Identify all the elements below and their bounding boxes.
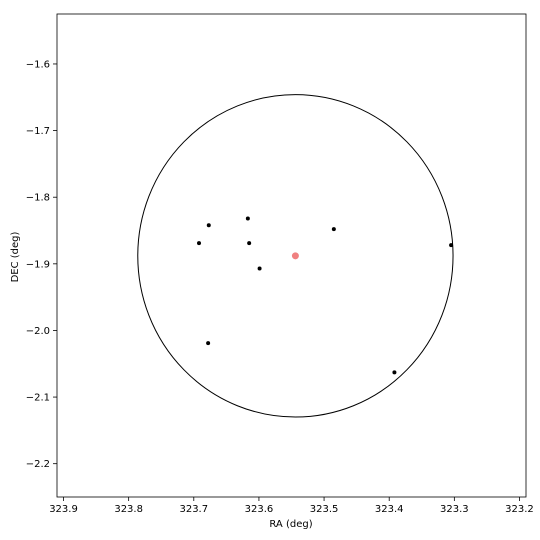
- x-tick-label: 323.4: [375, 504, 404, 515]
- data-point: [331, 227, 336, 232]
- x-axis-label: RA (deg): [269, 519, 312, 530]
- x-tick-label: 323.9: [49, 504, 78, 515]
- y-axis-label: DEC (deg): [10, 231, 21, 282]
- y-tick-label: −1.8: [26, 193, 50, 204]
- x-tick-label: 323.6: [245, 504, 274, 515]
- data-point: [392, 370, 397, 375]
- x-tick-label: 323.7: [179, 504, 208, 515]
- plot-frame: [56, 13, 527, 498]
- data-point: [206, 341, 211, 346]
- data-point: [245, 216, 250, 221]
- data-point: [206, 223, 211, 228]
- y-tick-label: −2.1: [26, 393, 50, 404]
- axis-layer: 323.9 323.8 323.7 323.6 323.5 323.4 323.3 323.2…: [26, 13, 534, 515]
- x-tick-label: 323.5: [310, 504, 339, 515]
- y-tick-label: −2.0: [26, 326, 50, 337]
- y-tick-label: −2.2: [26, 459, 50, 470]
- data-point: [449, 243, 454, 248]
- x-tick-label: 323.3: [440, 504, 469, 515]
- data-point: [257, 266, 262, 271]
- center-marker: [291, 252, 299, 260]
- x-tick-label: 323.8: [114, 504, 143, 515]
- search-radius-circle: [137, 94, 454, 418]
- y-tick-label: −1.9: [26, 259, 50, 270]
- data-point: [247, 241, 252, 246]
- x-tick-label: 323.2: [505, 504, 534, 515]
- y-tick-label: −1.6: [26, 59, 50, 70]
- y-tick-label: −1.7: [26, 126, 50, 137]
- data-point: [197, 241, 202, 246]
- plot-layer: [137, 94, 454, 418]
